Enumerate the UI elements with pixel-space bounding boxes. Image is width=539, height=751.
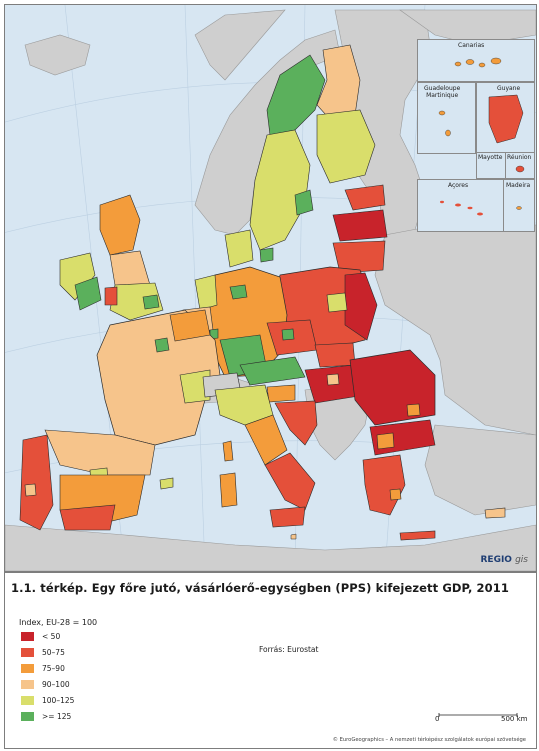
legend-item: < 50 bbox=[21, 631, 60, 641]
source-note: Forrás: Eurostat bbox=[259, 645, 319, 654]
inset-label-canarias: Canarias bbox=[458, 42, 485, 49]
athens bbox=[389, 488, 402, 501]
bucharest bbox=[406, 403, 421, 417]
stockholm bbox=[294, 189, 314, 216]
legend-label: 50–75 bbox=[42, 647, 65, 657]
lisbon bbox=[24, 483, 37, 497]
sweden-mid bbox=[249, 129, 311, 251]
legend-title: Index, EU-28 = 100 bbox=[19, 618, 98, 627]
london bbox=[142, 294, 160, 310]
rhone-alpes bbox=[179, 369, 211, 404]
sofia bbox=[376, 432, 395, 450]
paris bbox=[154, 337, 170, 353]
inset-acores: Açores bbox=[417, 179, 505, 232]
europe-map bbox=[5, 5, 536, 571]
inset-guyane: Guyane bbox=[476, 82, 535, 154]
italy-south bbox=[264, 452, 316, 511]
legend-item: 75–90 bbox=[21, 663, 65, 673]
inset-guadeloupe-martinique: Guadeloupe Martinique bbox=[417, 82, 476, 154]
sicily bbox=[269, 506, 306, 528]
inset-label-reunion: Réunion bbox=[507, 154, 532, 161]
legend-item: 100–125 bbox=[21, 695, 74, 705]
scotland bbox=[99, 194, 141, 256]
inset-label-guadeloupe: Guadeloupe Martinique bbox=[424, 85, 461, 99]
inset-mayotte: Mayotte bbox=[476, 152, 506, 179]
inset-madeira: Madeira bbox=[503, 179, 535, 232]
legend-label: >= 125 bbox=[42, 711, 72, 721]
finland-south bbox=[316, 109, 376, 184]
poland-east bbox=[344, 272, 378, 341]
legend-swatch bbox=[21, 663, 34, 673]
sardinia bbox=[219, 472, 238, 508]
greece bbox=[362, 454, 406, 516]
spain-north bbox=[44, 429, 156, 476]
legend-item: 50–75 bbox=[21, 647, 65, 657]
madeira-island bbox=[516, 206, 522, 210]
cyprus bbox=[484, 507, 506, 519]
hamburg bbox=[229, 284, 248, 300]
map-title: 1.1. térkép. Egy főre jutó, vásárlóerő-e… bbox=[11, 581, 509, 595]
legend-label: 90–100 bbox=[42, 679, 70, 689]
legend-swatch bbox=[21, 647, 34, 657]
sweden-north bbox=[266, 54, 326, 136]
wales bbox=[104, 286, 118, 306]
legend-label: 75–90 bbox=[42, 663, 65, 673]
canarias-islands bbox=[454, 57, 502, 68]
legend-item: >= 125 bbox=[21, 711, 71, 721]
legend-item: 90–100 bbox=[21, 679, 70, 689]
latvia bbox=[332, 209, 388, 242]
bottom-panel: 1.1. térkép. Egy főre jutó, vásárlóerő-e… bbox=[4, 572, 537, 749]
corsica bbox=[222, 440, 234, 462]
scale-bar bbox=[438, 713, 518, 717]
inset-label-madeira: Madeira bbox=[506, 182, 531, 189]
estonia bbox=[344, 184, 386, 211]
england-south bbox=[109, 282, 164, 321]
guyane-region bbox=[488, 94, 524, 144]
warsaw bbox=[326, 292, 348, 313]
legend-swatch bbox=[21, 695, 34, 705]
ireland-east bbox=[74, 276, 102, 311]
acores-islands bbox=[440, 200, 483, 216]
legend-label: 100–125 bbox=[42, 695, 75, 705]
iceland bbox=[24, 34, 91, 76]
budapest bbox=[326, 373, 340, 386]
croatia bbox=[274, 400, 318, 446]
inset-canarias: Canarias bbox=[417, 39, 535, 82]
italy-center bbox=[244, 414, 288, 466]
copyright-note: © EuroGeographics – A nemzeti térképész … bbox=[332, 737, 526, 743]
copenhagen bbox=[259, 247, 274, 263]
malta bbox=[290, 533, 297, 540]
denmark bbox=[224, 229, 254, 268]
inset-reunion: Réunion bbox=[505, 152, 535, 179]
lithuania bbox=[332, 240, 386, 274]
austria bbox=[239, 356, 306, 386]
netherlands bbox=[194, 274, 218, 311]
scale-label-zero: 0 bbox=[435, 715, 440, 723]
legend-swatch bbox=[21, 679, 34, 689]
slovakia bbox=[314, 342, 356, 368]
inset-label-mayotte: Mayotte bbox=[478, 154, 503, 161]
reunion-island bbox=[515, 165, 525, 173]
legend-label: < 50 bbox=[42, 631, 61, 641]
regio-gis-logo: REGIO gis bbox=[480, 555, 528, 565]
crete bbox=[399, 530, 436, 541]
inset-label-guyane: Guyane bbox=[497, 85, 521, 92]
baleares bbox=[159, 477, 174, 490]
map-frame: Canarias Guadeloupe Martinique Guyane May… bbox=[4, 4, 537, 572]
scale-label-max: 500 km bbox=[501, 715, 528, 723]
legend-swatch bbox=[21, 631, 34, 641]
portugal bbox=[19, 434, 54, 531]
france-northeast bbox=[169, 309, 211, 342]
andalusia bbox=[59, 504, 116, 531]
legend-swatch bbox=[21, 711, 34, 721]
prague bbox=[281, 328, 295, 341]
guadeloupe-martinique-islands bbox=[438, 110, 451, 137]
slovenia bbox=[266, 384, 296, 403]
inset-label-acores: Açores bbox=[448, 182, 469, 189]
